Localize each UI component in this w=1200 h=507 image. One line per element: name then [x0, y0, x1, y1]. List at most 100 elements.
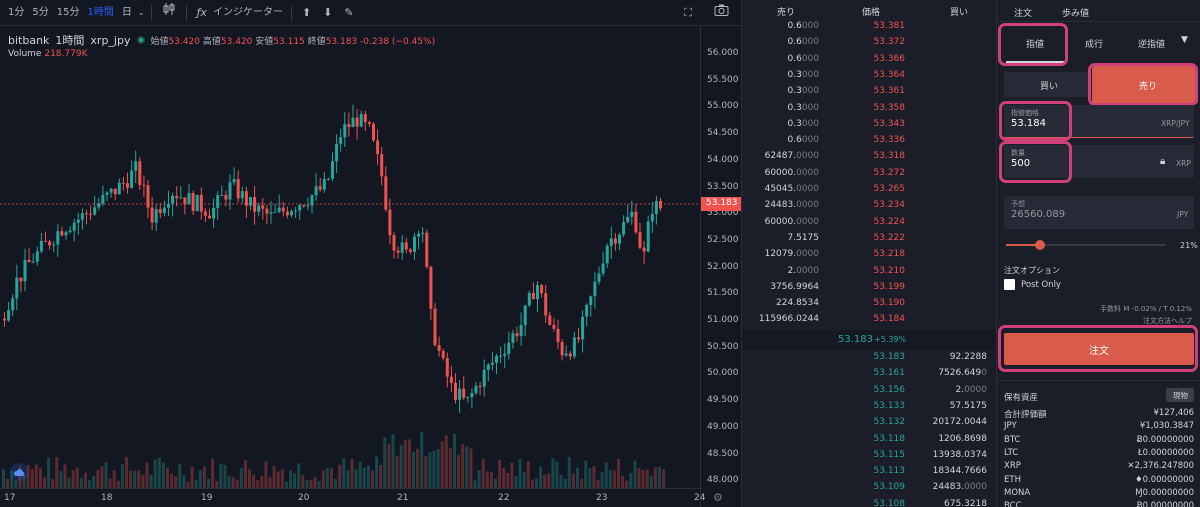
bid-row[interactable]: 53.156 2.0000: [742, 383, 997, 399]
fullscreen-icon[interactable]: ⛶: [684, 6, 692, 19]
limit-price-field[interactable]: [1004, 105, 1194, 138]
post-only-checkbox[interactable]: [1004, 279, 1015, 290]
eraser-icon[interactable]: ✎: [344, 5, 354, 19]
time-axis[interactable]: 17 18 19 20 21 22 23 24: [0, 488, 705, 507]
ask-amount: 224.8534: [776, 298, 819, 309]
bid-price: 53.133: [873, 400, 906, 411]
volume-bar: [580, 478, 584, 488]
timeframe-1m[interactable]: 1分: [8, 6, 25, 18]
bid-row[interactable]: 53.183 92.2288: [742, 350, 997, 366]
indicator-fx-icon[interactable]: ƒx: [196, 5, 207, 19]
ask-row[interactable]: 24483.0000 53.234: [742, 198, 997, 214]
indicators-button[interactable]: インジケーター: [212, 6, 283, 18]
candlestick-icon[interactable]: [156, 0, 182, 26]
bid-row[interactable]: 53.113 18344.7666: [742, 464, 997, 480]
bid-row[interactable]: 53.108 675.3218: [742, 497, 997, 507]
volume-bar: [79, 478, 83, 488]
candle-body: [195, 194, 199, 212]
logo-cloud-icon[interactable]: [10, 463, 28, 481]
ask-row[interactable]: 12079.0000 53.218: [742, 247, 997, 263]
spot-toggle-button[interactable]: [1166, 388, 1194, 402]
ask-price: 53.372: [873, 37, 906, 48]
ask-row[interactable]: 0.6000 53.372: [742, 35, 997, 51]
candle-body: [613, 238, 617, 244]
time-axis-label: 21: [397, 493, 409, 503]
volume-bar: [399, 444, 403, 488]
candle-body: [52, 244, 56, 246]
limit-price-input[interactable]: 53.184: [1011, 118, 1046, 129]
ask-amount: 60000.0000: [764, 216, 819, 227]
volume-value: 218.779K: [44, 49, 88, 59]
ask-row[interactable]: 60000.0000 53.272: [742, 166, 997, 182]
bid-amount: 2.0000: [955, 384, 988, 395]
timeframe-1d[interactable]: 日: [121, 6, 132, 18]
tab-limit[interactable]: 指値: [1026, 40, 1045, 50]
ask-row[interactable]: 0.3000 53.343: [742, 117, 997, 133]
tab-stop[interactable]: 逆指値: [1138, 40, 1166, 50]
ask-row[interactable]: 3756.9964 53.199: [742, 280, 997, 296]
timeframe-5m[interactable]: 5分: [32, 6, 49, 18]
settings-gear-icon[interactable]: ⚙: [713, 491, 723, 504]
ask-row[interactable]: 62487.0000 53.318: [742, 149, 997, 165]
volume-bar: [375, 456, 379, 488]
candle-body: [495, 356, 498, 363]
quantity-input[interactable]: 500: [1011, 158, 1031, 169]
volume-bar: [551, 458, 555, 488]
candle-body: [433, 308, 437, 346]
caret-down-icon[interactable]: ▼: [1181, 35, 1188, 45]
download-icon[interactable]: ⬇: [323, 5, 333, 19]
bid-row[interactable]: 53.133 57.5175: [742, 399, 997, 415]
percent-slider-thumb[interactable]: [1034, 240, 1045, 250]
timeframe-15m[interactable]: 15分: [56, 6, 80, 18]
ask-row[interactable]: 2.0000 53.210: [742, 264, 997, 280]
submit-order-label: 注文: [1089, 345, 1109, 357]
ask-row[interactable]: 7.5175 53.222: [742, 231, 997, 247]
percent-slider-track[interactable]: [1006, 244, 1166, 246]
ask-row[interactable]: 0.3000 53.358: [742, 101, 997, 117]
candle-body: [589, 296, 593, 305]
ask-row[interactable]: 0.6000 53.336: [742, 133, 997, 149]
ask-row[interactable]: 0.3000 53.364: [742, 68, 997, 84]
tab-trades[interactable]: 歩み値: [1062, 9, 1090, 19]
volume-bar: [436, 449, 440, 488]
volume-bar: [227, 476, 231, 488]
timeframe-1h[interactable]: 1時間: [87, 6, 114, 18]
ask-row[interactable]: 60000.0000 53.224: [742, 215, 997, 231]
sell-toggle[interactable]: [1092, 66, 1198, 104]
submit-order-button[interactable]: 注文: [1004, 333, 1194, 365]
camera-icon[interactable]: [708, 0, 735, 26]
bid-row[interactable]: 53.161 7526.6490: [742, 366, 997, 382]
ask-row[interactable]: 45045.0000 53.265: [742, 182, 997, 198]
ask-amount: 0.6000: [787, 53, 819, 64]
price-axis[interactable]: 56.000 55.500 55.000 54.500 54.000 53.500 53.0…: [700, 26, 742, 507]
upload-icon[interactable]: ⬆: [301, 5, 312, 19]
ask-row[interactable]: 0.6000 53.366: [742, 52, 997, 68]
order-help-link[interactable]: 注文方法ヘルプ: [1143, 317, 1192, 325]
candle-body: [474, 385, 478, 393]
candlestick-chart[interactable]: [0, 26, 700, 488]
buy-toggle[interactable]: [1004, 72, 1090, 97]
bid-row[interactable]: 53.109 24483.0000: [742, 480, 997, 496]
bid-row[interactable]: 53.115 13938.0374: [742, 448, 997, 464]
candle-body: [445, 358, 449, 377]
volume-bar: [88, 479, 92, 488]
volume-bar: [284, 481, 288, 488]
tab-market[interactable]: 成行: [1085, 40, 1104, 50]
volume-bar: [297, 463, 301, 488]
tab-order[interactable]: 注文: [1014, 9, 1033, 19]
quantity-field[interactable]: [1004, 145, 1194, 178]
ask-row[interactable]: 0.6000 53.381: [742, 19, 997, 35]
candle-body: [249, 197, 252, 206]
candle-body: [654, 200, 658, 215]
candle-body: [622, 222, 626, 235]
volume-bar: [108, 478, 112, 488]
chevron-down-icon[interactable]: ⌄: [137, 7, 145, 17]
candle-body: [126, 183, 129, 188]
ask-row[interactable]: 0.3000 53.361: [742, 84, 997, 100]
bid-row[interactable]: 53.132 20172.0044: [742, 415, 997, 431]
ask-row[interactable]: 115966.0244 53.184: [742, 312, 997, 328]
volume-bar: [104, 462, 108, 488]
bid-row[interactable]: 53.118 1206.8698: [742, 432, 997, 448]
ask-row[interactable]: 224.8534 53.190: [742, 296, 997, 312]
lock-icon[interactable]: 🔒︎: [1160, 156, 1166, 167]
